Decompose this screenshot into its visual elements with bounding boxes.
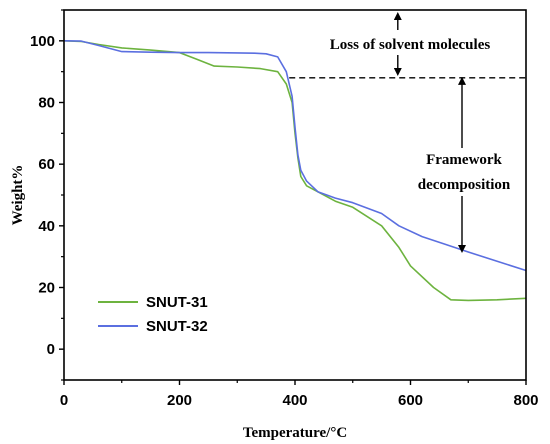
series-line-snut-32 (63, 40, 527, 272)
legend-label-snut-32: SNUT-32 (146, 318, 208, 335)
annotation-decomposition: decomposition (418, 177, 511, 193)
legend: SNUT-31 SNUT-32 (98, 294, 208, 335)
annotation-solvent-loss: Loss of solvent molecules (330, 37, 491, 53)
y-tick-label: 0 (47, 341, 55, 358)
plot-area (63, 40, 527, 302)
plot-frame (63, 9, 527, 381)
series-line-snut-31 (63, 40, 527, 302)
y-tick-label: 80 (38, 95, 55, 112)
annotation-framework: Framework (426, 152, 502, 168)
x-tick-label: 400 (282, 392, 307, 409)
y-axis-title: Weight% (10, 165, 26, 226)
x-tick-label: 200 (167, 392, 192, 409)
y-tick-label: 40 (38, 218, 55, 235)
y-tick-label: 60 (38, 156, 55, 173)
annotations: Loss of solvent molecules Framework decomp… (330, 12, 511, 253)
x-tick-label: 0 (60, 392, 68, 409)
x-tick-label: 800 (513, 392, 538, 409)
x-axis-title: Temperature/°C (243, 425, 347, 441)
x-tick-label: 600 (398, 392, 423, 409)
y-tick-label: 20 (38, 280, 55, 297)
y-tick-label: 100 (30, 33, 55, 50)
legend-label-snut-31: SNUT-31 (146, 294, 208, 311)
axes: 0 200 400 600 800 0 20 40 60 80 100 Temperature/°C W… (10, 9, 539, 441)
